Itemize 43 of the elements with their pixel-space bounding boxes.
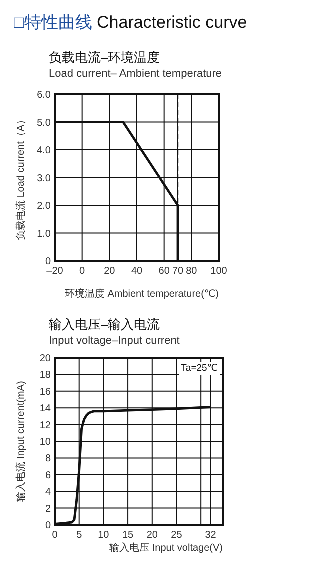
y-tick-label: 5.0 (37, 118, 52, 129)
y-tick-label: 3.0 (37, 173, 52, 184)
y-tick-label: 10 (40, 437, 52, 448)
y-tick-label: 20 (40, 354, 52, 364)
x-tick-label: 40 (131, 266, 143, 277)
x-tick-label: 0 (80, 266, 86, 277)
y-axis-title: 负载电流 Load current（A） (15, 114, 27, 241)
x-tick-label: 15 (122, 530, 134, 541)
x-tick-label: 60 (158, 266, 170, 277)
chart-title: 输入电压–输入电流 (49, 317, 160, 332)
text: □特性曲线 Characteristic curve (14, 13, 248, 32)
y-tick-label: 16 (40, 386, 52, 398)
annotation: Ta=25℃ (181, 363, 218, 374)
y-tick-label: 1.0 (37, 228, 52, 240)
y-tick-label: 12 (40, 420, 52, 432)
y-tick-label: 8 (45, 454, 52, 465)
y-tick-label: 2.0 (37, 201, 52, 212)
y-tick-label: 18 (40, 370, 52, 382)
x-tick-label: 10 (98, 530, 110, 541)
y-tick-label: 6.0 (37, 90, 52, 101)
x-tick-label: 25 (171, 530, 183, 541)
x-tick-label: 5 (76, 530, 83, 541)
chart-title: 负载电流–环境温度 (49, 50, 160, 65)
y-tick-label: 4 (45, 487, 52, 498)
x-tick-label: 80 (186, 266, 198, 277)
x-tick-label: 20 (104, 266, 116, 277)
y-tick-label: 0 (45, 520, 52, 532)
y-tick-label: 6 (45, 470, 52, 482)
chart-subtitle: Load current– Ambient temperature (49, 68, 222, 80)
x-tick-label: 20 (146, 530, 158, 541)
y-tick-label: 14 (40, 404, 52, 415)
chart-subtitle: Input voltage–Input current (49, 335, 180, 347)
y-tick-label: 4.0 (37, 146, 52, 156)
x-tick-label: 0 (52, 530, 58, 541)
x-axis-title: 输入电压 Input voltage(V) (110, 542, 223, 554)
x-tick-label: 32 (205, 530, 217, 541)
x-tick-label: 70 (172, 266, 184, 277)
x-axis-title: 环境温度 Ambient temperature(℃) (64, 288, 219, 300)
y-tick-label: 0 (45, 256, 52, 268)
y-tick-label: 2 (45, 504, 52, 515)
x-tick-label: 100 (210, 266, 228, 277)
x-tick-label: –20 (46, 266, 64, 277)
y-axis-title: 输入电流 Input current(mA) (15, 381, 27, 502)
